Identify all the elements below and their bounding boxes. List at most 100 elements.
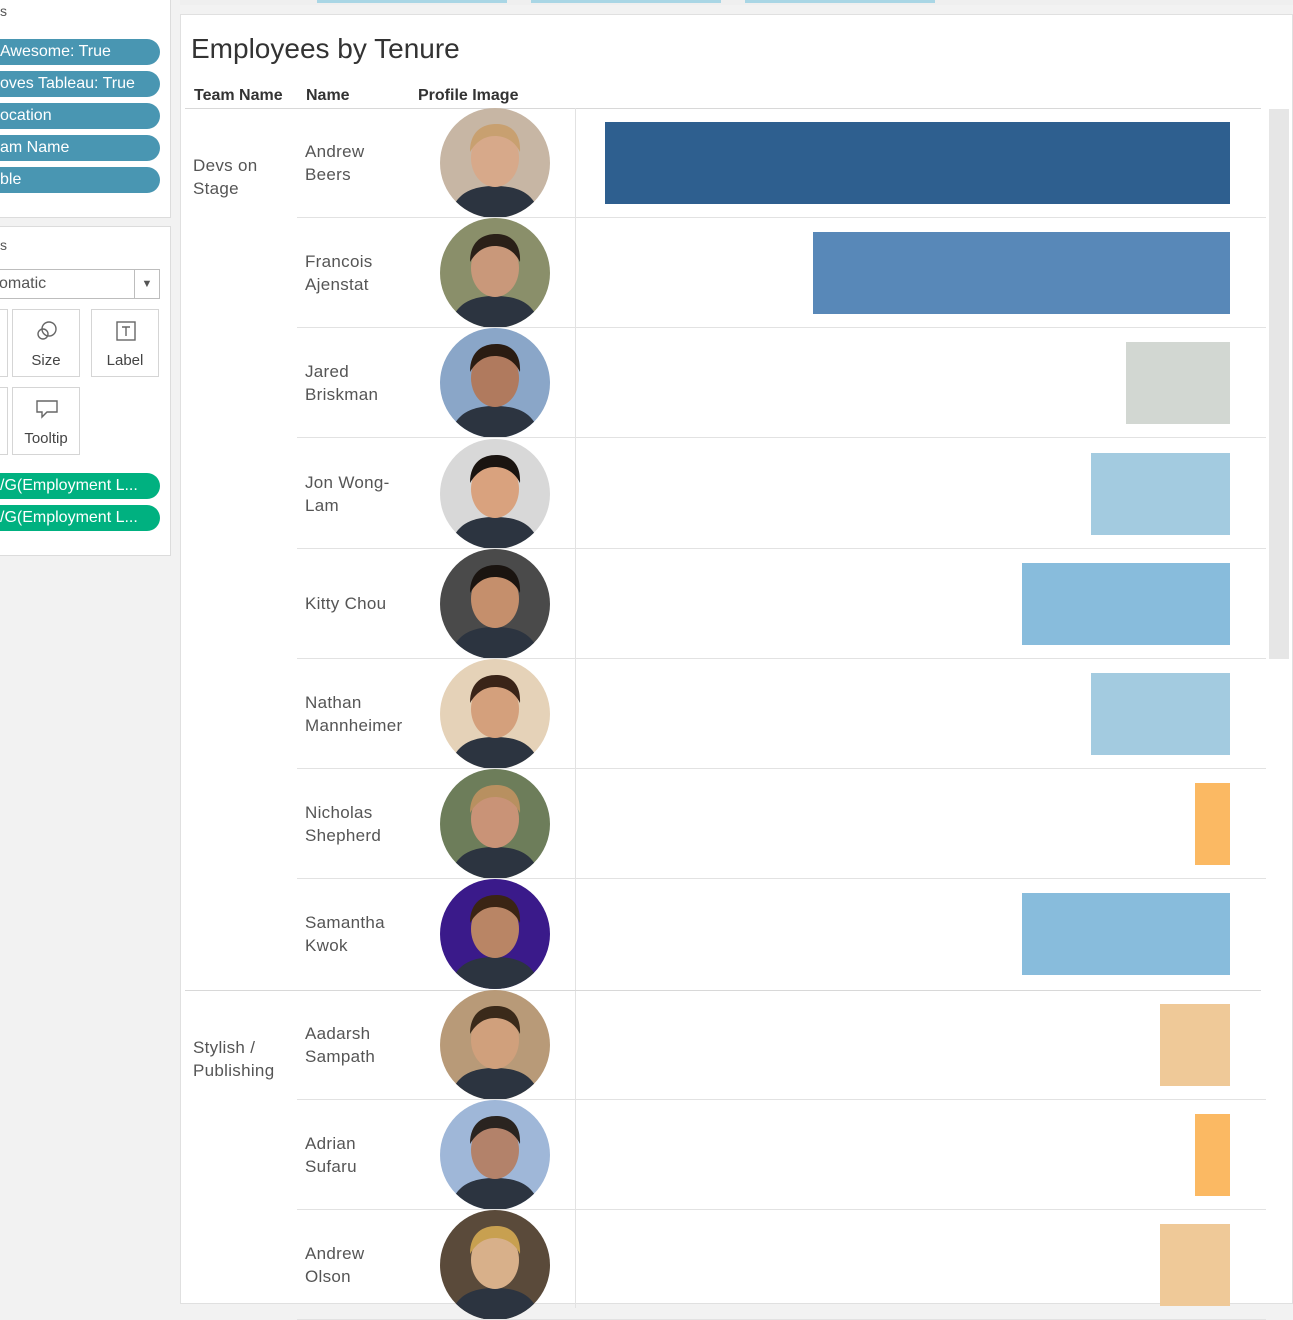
chevron-down-icon[interactable]: ▼ bbox=[134, 270, 159, 298]
profile-image bbox=[440, 769, 550, 880]
column-header-team-name[interactable]: Team Name bbox=[194, 87, 283, 104]
tenure-bar[interactable] bbox=[1022, 893, 1230, 976]
table-row[interactable]: Nicholas Shepherd bbox=[181, 769, 1266, 880]
employee-name: Jared Briskman bbox=[305, 328, 425, 438]
label-button[interactable]: Label bbox=[91, 309, 159, 377]
tenure-bar[interactable] bbox=[1022, 562, 1230, 645]
table-row[interactable]: Kitty Chou bbox=[181, 548, 1266, 659]
profile-photo-placeholder bbox=[450, 454, 540, 549]
column-header-profile-image[interactable]: Profile Image bbox=[418, 87, 519, 104]
tenure-bar[interactable] bbox=[1091, 452, 1230, 535]
marks-card-title: s bbox=[0, 237, 7, 253]
row-divider bbox=[297, 657, 1266, 659]
profile-image bbox=[440, 659, 550, 769]
profile-photo-placeholder bbox=[450, 234, 540, 329]
employee-name-text: Aadarsh Sampath bbox=[305, 1023, 376, 1066]
table-row[interactable]: Andrew Beers bbox=[181, 108, 1266, 218]
employee-name: Adrian Sufaru bbox=[305, 1100, 425, 1210]
employee-name: Francois Ajenstat bbox=[305, 218, 425, 328]
shelf-pill-2[interactable] bbox=[531, 0, 721, 3]
table-row[interactable]: Jon Wong- Lam bbox=[181, 438, 1266, 549]
tooltip-button[interactable]: Tooltip bbox=[12, 387, 80, 455]
profile-photo-placeholder bbox=[450, 785, 540, 880]
bar-axis-line bbox=[575, 108, 576, 1308]
filter-pill-awesome[interactable]: Awesome: True bbox=[0, 39, 160, 65]
row-divider bbox=[297, 217, 1266, 218]
shelf-pill-3[interactable] bbox=[745, 0, 935, 3]
mark-type-dropdown[interactable]: omatic ▼ bbox=[0, 269, 160, 299]
table-row[interactable]: Aadarsh Sampath bbox=[181, 989, 1266, 1100]
tenure-bar[interactable] bbox=[1126, 342, 1230, 425]
mark-type-value: omatic bbox=[0, 275, 47, 292]
shelf-strip bbox=[180, 0, 1293, 5]
row-divider bbox=[297, 768, 1266, 769]
tenure-bar[interactable] bbox=[605, 122, 1230, 204]
profile-image bbox=[440, 108, 550, 218]
row-divider bbox=[297, 547, 1266, 549]
employee-name-text: Jon Wong- Lam bbox=[305, 472, 390, 515]
size-button-label: Size bbox=[31, 352, 61, 369]
employee-name-text: Andrew Olson bbox=[305, 1244, 365, 1286]
table-row[interactable]: Andrew Olson bbox=[181, 1210, 1266, 1320]
row-divider bbox=[297, 437, 1266, 439]
employee-name: Andrew Olson bbox=[305, 1210, 425, 1320]
employee-name: Samantha Kwok bbox=[305, 879, 425, 989]
profile-photo-placeholder bbox=[450, 895, 540, 990]
employee-name-text: Kitty Chou bbox=[305, 594, 387, 614]
table-row[interactable]: Nathan Mannheimer bbox=[181, 659, 1266, 769]
column-header-name[interactable]: Name bbox=[306, 87, 350, 104]
left-panel: s Awesome: True oves Tableau: True ocati… bbox=[0, 0, 180, 1299]
profile-photo-placeholder bbox=[450, 1005, 540, 1100]
employee-name-text: Andrew Beers bbox=[305, 142, 365, 184]
team-label-stylish-publishing[interactable]: Stylish / Publishing bbox=[193, 1038, 275, 1080]
profile-photo-placeholder bbox=[450, 1115, 540, 1210]
table-row[interactable]: Francois Ajenstat bbox=[181, 218, 1266, 329]
profile-photo-placeholder bbox=[450, 124, 540, 218]
viz-title: Employees by Tenure bbox=[191, 33, 460, 64]
marks-card: s omatic ▼ Size Label Tooltip bbox=[0, 226, 171, 556]
employee-name: Jon Wong- Lam bbox=[305, 439, 425, 549]
shelf-pill-1[interactable] bbox=[317, 0, 507, 3]
tenure-bar[interactable] bbox=[813, 232, 1230, 315]
team-label-devs-on-stage[interactable]: Devs on Stage bbox=[193, 156, 258, 198]
measure-pill-employment-1[interactable]: /G(Employment L... bbox=[0, 473, 160, 499]
detail-button[interactable] bbox=[0, 387, 8, 455]
vertical-scrollbar[interactable] bbox=[1269, 109, 1289, 659]
employee-name-text: Samantha Kwok bbox=[305, 913, 385, 956]
tenure-bar[interactable] bbox=[1091, 673, 1230, 755]
table-row[interactable]: Samantha Kwok bbox=[181, 879, 1266, 990]
profile-image bbox=[440, 1099, 550, 1210]
profile-image bbox=[440, 879, 550, 990]
profile-photo-placeholder bbox=[450, 1226, 540, 1320]
filter-pill-role[interactable]: ble bbox=[0, 167, 160, 193]
filter-pill-loves-tableau[interactable]: oves Tableau: True bbox=[0, 71, 160, 97]
employee-name-text: Jared Briskman bbox=[305, 362, 379, 405]
filter-pill-team-name[interactable]: am Name bbox=[0, 135, 160, 161]
employee-name: Nathan Mannheimer bbox=[305, 659, 425, 769]
profile-image bbox=[440, 218, 550, 329]
tenure-bar[interactable] bbox=[1195, 1113, 1230, 1196]
team-separator bbox=[185, 990, 1261, 991]
profile-photo-placeholder bbox=[450, 564, 540, 659]
employee-name-text: Adrian Sufaru bbox=[305, 1133, 357, 1176]
row-divider bbox=[297, 1098, 1266, 1100]
profile-image bbox=[440, 1210, 550, 1320]
size-button[interactable]: Size bbox=[12, 309, 80, 377]
employee-name: Nicholas Shepherd bbox=[305, 769, 425, 879]
header-divider bbox=[185, 108, 1261, 109]
color-button[interactable] bbox=[0, 309, 8, 377]
filter-pill-location[interactable]: ocation bbox=[0, 103, 160, 129]
profile-photo-placeholder bbox=[450, 344, 540, 439]
tenure-bar[interactable] bbox=[1160, 1003, 1230, 1086]
profile-image bbox=[440, 438, 550, 549]
table-row[interactable]: Jared Briskman bbox=[181, 328, 1266, 439]
measure-pill-employment-2[interactable]: /G(Employment L... bbox=[0, 505, 160, 531]
tenure-bar[interactable] bbox=[1195, 783, 1230, 866]
profile-photo-placeholder bbox=[450, 675, 540, 769]
tenure-bar[interactable] bbox=[1160, 1224, 1230, 1306]
employee-name-text: Nicholas Shepherd bbox=[305, 803, 382, 846]
profile-image bbox=[440, 548, 550, 659]
employee-name-text: Nathan Mannheimer bbox=[305, 693, 403, 735]
profile-image bbox=[440, 989, 550, 1100]
table-row[interactable]: Adrian Sufaru bbox=[181, 1099, 1266, 1210]
